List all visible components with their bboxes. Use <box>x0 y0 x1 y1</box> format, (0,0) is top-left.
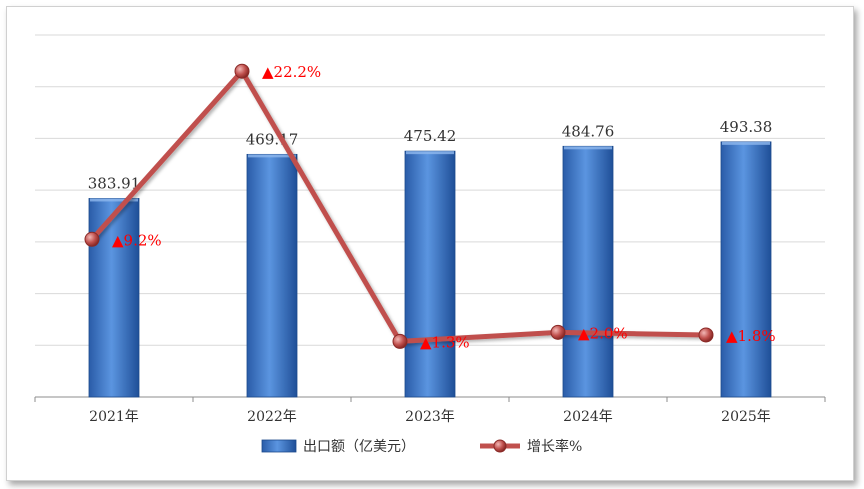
rate-label: ▲2.0% <box>578 324 628 342</box>
legend-line-label: 增长率% <box>527 438 582 455</box>
legend: 出口额（亿美元） 增长率% <box>261 438 582 455</box>
line-marker <box>234 63 250 79</box>
x-axis <box>34 396 826 402</box>
bar <box>404 150 456 398</box>
bar <box>246 153 298 398</box>
bar-value-label: 484.76 <box>562 122 615 140</box>
bar-highlight <box>248 154 296 158</box>
rate-label: ▲1.3% <box>420 333 470 351</box>
x-tick-label: 2022年 <box>247 409 297 425</box>
bar-highlight <box>406 151 454 155</box>
bar-highlight <box>722 141 770 145</box>
x-tick-label: 2025年 <box>721 409 771 425</box>
legend-bar-swatch <box>261 439 297 453</box>
line-marker <box>392 333 408 349</box>
x-tick-labels: 2021年 2022年 2023年 2024年 2025年 <box>89 409 771 425</box>
bar <box>562 145 614 398</box>
rate-label: ▲9.2% <box>112 231 162 249</box>
bar <box>720 141 772 398</box>
x-tick-label: 2021年 <box>89 409 139 425</box>
legend-bar-label: 出口额（亿美元） <box>303 439 415 455</box>
rate-labels: ▲9.2% ▲22.2% ▲1.3% ▲2.0% ▲1.8% <box>112 63 776 351</box>
line-marker <box>698 327 714 343</box>
line-marker <box>84 231 100 247</box>
line-series <box>84 63 714 349</box>
rate-label: ▲22.2% <box>262 63 321 81</box>
legend-line-marker <box>493 439 507 453</box>
line-marker <box>550 324 566 340</box>
bar-highlight <box>90 198 138 202</box>
bar-value-label: 383.91 <box>88 174 141 192</box>
bar <box>88 198 140 398</box>
bar-value-labels: 383.91 469.17 475.42 484.76 493.38 <box>88 118 773 193</box>
bar-value-label: 469.17 <box>246 130 299 148</box>
bar-value-label: 493.38 <box>720 118 773 136</box>
x-tick-label: 2024年 <box>563 409 613 425</box>
bar-series <box>88 141 772 398</box>
growth-rate-line <box>90 68 707 344</box>
gridlines <box>35 34 825 346</box>
bar-highlight <box>564 146 612 150</box>
rate-label: ▲1.8% <box>726 327 776 345</box>
bar-value-label: 475.42 <box>404 127 457 145</box>
x-tick-label: 2023年 <box>405 409 455 425</box>
